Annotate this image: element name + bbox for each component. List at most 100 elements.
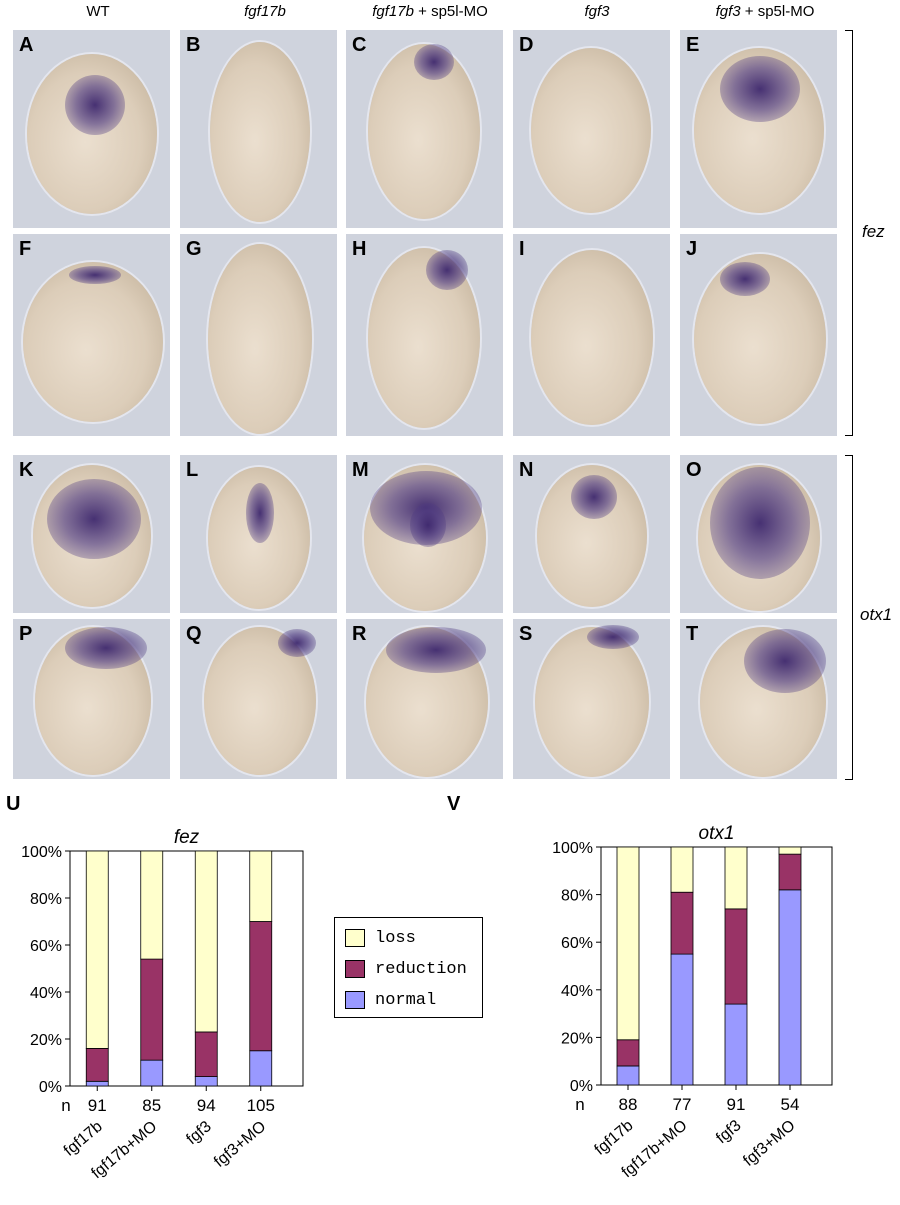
n-value: 88 xyxy=(619,1095,638,1114)
bar-segment-reduction xyxy=(140,958,164,1061)
panel-label: H xyxy=(352,238,367,260)
column-header-fgf17b-mo: fgf17b + sp5l-MO xyxy=(345,3,515,20)
n-value: 54 xyxy=(781,1095,800,1114)
panel-label: F xyxy=(19,238,32,260)
panel-label: G xyxy=(186,238,202,260)
embryo-image xyxy=(531,48,651,213)
panel-label: R xyxy=(352,623,367,645)
n-value: 85 xyxy=(142,1096,161,1115)
category-label: fgf3+MO xyxy=(740,1117,798,1170)
panel-label: C xyxy=(352,34,367,56)
panel-label: D xyxy=(519,34,534,56)
embryo-image xyxy=(531,250,653,425)
bar-segment-normal xyxy=(616,1065,640,1086)
column-header-suffix: + sp5l-MO xyxy=(740,3,815,20)
bar-segment-loss xyxy=(724,846,748,910)
bar-segment-normal xyxy=(85,1080,109,1087)
expression-stain xyxy=(69,266,121,284)
panel-label: A xyxy=(19,34,34,56)
bar-segment-normal xyxy=(194,1076,218,1087)
column-header-fgf3-mo: fgf3 + sp5l-MO xyxy=(680,3,850,20)
image-panel: M xyxy=(346,455,503,613)
bar-segment-normal xyxy=(778,889,802,1086)
expression-stain xyxy=(720,56,800,122)
image-panel: E xyxy=(680,30,837,228)
image-panel: K xyxy=(13,455,170,613)
bar-segment-normal xyxy=(724,1003,748,1086)
expression-stain xyxy=(414,44,454,80)
image-panel: D xyxy=(513,30,670,228)
column-header-fgf17b: fgf17b xyxy=(180,3,350,20)
y-tick-label: 40% xyxy=(30,985,62,1002)
y-tick-label: 20% xyxy=(30,1032,62,1049)
y-tick-label: 100% xyxy=(21,844,62,861)
chart-title: fez xyxy=(174,827,200,848)
n-value: 94 xyxy=(197,1096,216,1115)
image-panel: Q xyxy=(180,619,337,779)
expression-stain xyxy=(710,467,810,579)
image-panel: C xyxy=(346,30,503,228)
fez-bracket-label: fez xyxy=(862,222,885,241)
column-header-gene: fgf17b xyxy=(372,3,414,20)
bar-segment-reduction xyxy=(249,921,273,1052)
n-value: 91 xyxy=(727,1095,746,1114)
embryo-image xyxy=(210,42,310,222)
expression-stain xyxy=(386,627,486,673)
category-label: fgf3 xyxy=(183,1118,214,1148)
panel-label: L xyxy=(186,459,199,481)
legend-label: reduction xyxy=(375,959,467,979)
expression-stain xyxy=(587,625,639,649)
n-value: 105 xyxy=(247,1096,275,1115)
panel-label: B xyxy=(186,34,201,56)
category-label: fgf17b xyxy=(61,1118,106,1160)
panel-label: T xyxy=(686,623,699,645)
bar-segment-reduction xyxy=(85,1047,109,1082)
expression-stain xyxy=(426,250,468,290)
fez-bracket xyxy=(845,30,853,436)
expression-stain xyxy=(720,262,770,296)
y-tick-label: 100% xyxy=(552,840,593,857)
bar-segment-loss xyxy=(616,846,640,1041)
chart-label-v: V xyxy=(447,793,461,815)
image-panel: T xyxy=(680,619,837,779)
column-header-fgf3: fgf3 xyxy=(512,3,682,20)
expression-stain xyxy=(571,475,617,519)
image-panel: O xyxy=(680,455,837,613)
chart-label-u: U xyxy=(6,793,21,815)
bar-segment-normal xyxy=(249,1050,273,1087)
legend-swatch xyxy=(345,960,365,978)
panel-label: S xyxy=(519,623,533,645)
expression-stain xyxy=(278,629,316,657)
legend-item-loss: loss xyxy=(345,928,416,948)
category-label: fgf3 xyxy=(713,1117,744,1147)
embryo-image xyxy=(23,262,163,422)
bar-segment-reduction xyxy=(194,1031,218,1077)
expression-stain xyxy=(65,75,125,135)
y-tick-label: 0% xyxy=(570,1078,593,1095)
bar-segment-loss xyxy=(249,850,273,922)
column-header-text: fgf3 xyxy=(584,3,610,20)
bar-segment-reduction xyxy=(616,1039,640,1067)
legend: loss reduction normal xyxy=(334,917,483,1018)
embryo-image xyxy=(208,244,312,434)
bar-segment-reduction xyxy=(724,908,748,1005)
column-header-text: fgf17b xyxy=(244,3,286,20)
expression-stain xyxy=(410,503,446,547)
legend-item-normal: normal xyxy=(345,990,436,1010)
image-panel: R xyxy=(346,619,503,779)
image-panel: B xyxy=(180,30,337,228)
panel-label: N xyxy=(519,459,534,481)
image-panel: F xyxy=(13,234,170,436)
chart-title: otx1 xyxy=(699,823,735,844)
panel-label: K xyxy=(19,459,34,481)
bar-segment-loss xyxy=(194,850,218,1033)
image-panel: N xyxy=(513,455,670,613)
expression-stain xyxy=(744,629,826,693)
panel-label: P xyxy=(19,623,33,645)
bar-segment-loss xyxy=(670,846,694,893)
panel-label: O xyxy=(686,459,702,481)
column-header-suffix: + sp5l-MO xyxy=(413,3,488,20)
expression-stain xyxy=(246,483,274,543)
fez-bar-chart: fez0%20%40%60%80%100%91fgf17b85fgf17b+MO… xyxy=(21,827,304,1182)
panel-label: E xyxy=(686,34,700,56)
